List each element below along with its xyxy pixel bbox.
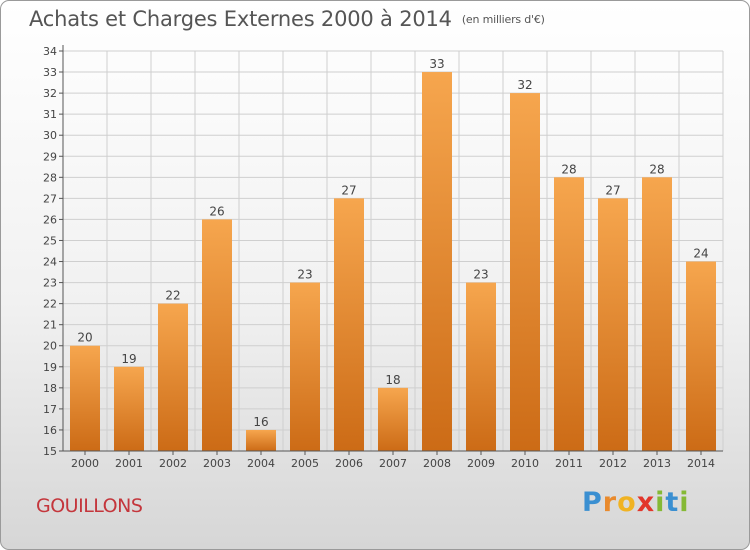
- data-label: 27: [605, 183, 620, 197]
- data-label: 22: [165, 289, 180, 303]
- x-tick-label: 2013: [643, 457, 671, 470]
- bar: [290, 282, 320, 451]
- x-tick-label: 2000: [71, 457, 99, 470]
- proxiti-logo: Proxiti: [582, 487, 690, 518]
- y-tick-label: 34: [43, 45, 57, 58]
- logo-letter: o: [617, 487, 637, 518]
- y-tick-label: 29: [43, 150, 57, 163]
- chart-subtitle: (en milliers d'€): [461, 13, 545, 26]
- x-tick-label: 2001: [115, 457, 143, 470]
- bar: [642, 177, 672, 451]
- axes: 15 16 17 18 19 20 21 22 23 24 25 26 27 28 29 30 31 32 33 34…: [43, 45, 723, 470]
- y-tick-label: 31: [43, 108, 57, 121]
- y-tick-label: 30: [43, 129, 57, 142]
- data-label: 16: [253, 415, 268, 429]
- bar: [202, 219, 232, 451]
- y-tick-label: 28: [43, 171, 57, 184]
- data-label: 19: [121, 352, 136, 366]
- bar: [70, 345, 100, 451]
- bar: [334, 198, 364, 451]
- y-tick-label: 21: [43, 319, 57, 332]
- data-label: 28: [649, 162, 664, 176]
- bar: [598, 198, 628, 451]
- x-tick-label: 2010: [511, 457, 539, 470]
- y-tick-label: 24: [43, 256, 57, 269]
- x-tick-label: 2004: [247, 457, 275, 470]
- x-tick-label: 2011: [555, 457, 583, 470]
- data-label: 18: [385, 373, 400, 387]
- bars: [70, 72, 716, 452]
- y-tick-label: 17: [43, 403, 57, 416]
- y-tick-label: 22: [43, 298, 57, 311]
- bar: [158, 303, 188, 451]
- bar: [246, 429, 276, 451]
- data-label: 26: [209, 204, 224, 218]
- bar: [686, 261, 716, 451]
- data-label: 23: [297, 268, 312, 282]
- logo-letter: i: [679, 487, 690, 518]
- bar: [466, 282, 496, 451]
- y-tick-label: 15: [43, 445, 57, 458]
- data-label: 33: [429, 57, 444, 71]
- y-tick-label: 26: [43, 213, 57, 226]
- x-tick-label: 2014: [687, 457, 715, 470]
- x-tick-label: 2009: [467, 457, 495, 470]
- logo-letter: i: [655, 487, 666, 518]
- y-tick-label: 23: [43, 277, 57, 290]
- logo-letter: P: [582, 487, 603, 518]
- x-tick-label: 2007: [379, 457, 407, 470]
- x-tick-label: 2012: [599, 457, 627, 470]
- y-tick-label: 16: [43, 424, 57, 437]
- bar: [510, 93, 540, 452]
- y-tick-label: 27: [43, 192, 57, 205]
- data-label: 24: [693, 247, 708, 261]
- y-tick-label: 19: [43, 361, 57, 374]
- bar: [378, 387, 408, 451]
- data-labels: 20 19 22 26 16 23 27 18 33 23 32 28 27 28 24: [77, 57, 708, 429]
- data-label: 32: [517, 78, 532, 92]
- logo-letter: t: [665, 487, 680, 518]
- x-tick-label: 2006: [335, 457, 363, 470]
- x-tick-label: 2003: [203, 457, 231, 470]
- bar: [114, 366, 144, 451]
- data-label: 28: [561, 162, 576, 176]
- x-tick-label: 2008: [423, 457, 451, 470]
- chart-title-text: Achats et Charges Externes 2000 à 2014: [29, 7, 452, 31]
- y-tick-label: 33: [43, 66, 57, 79]
- logo-letter: x: [636, 487, 656, 518]
- data-label: 20: [77, 331, 92, 345]
- data-label: 27: [341, 183, 356, 197]
- x-tick-label: 2005: [291, 457, 319, 470]
- y-tick-label: 32: [43, 87, 57, 100]
- chart-title: Achats et Charges Externes 2000 à 2014 (e…: [29, 7, 545, 31]
- y-tick-label: 20: [43, 340, 57, 353]
- bar: [554, 177, 584, 451]
- y-tick-label: 18: [43, 382, 57, 395]
- data-label: 23: [473, 268, 488, 282]
- logo-letter: r: [602, 487, 618, 518]
- y-tick-label: 25: [43, 234, 57, 247]
- bar: [422, 72, 452, 451]
- x-tick-label: 2002: [159, 457, 187, 470]
- place-name: GOUILLONS: [36, 495, 143, 517]
